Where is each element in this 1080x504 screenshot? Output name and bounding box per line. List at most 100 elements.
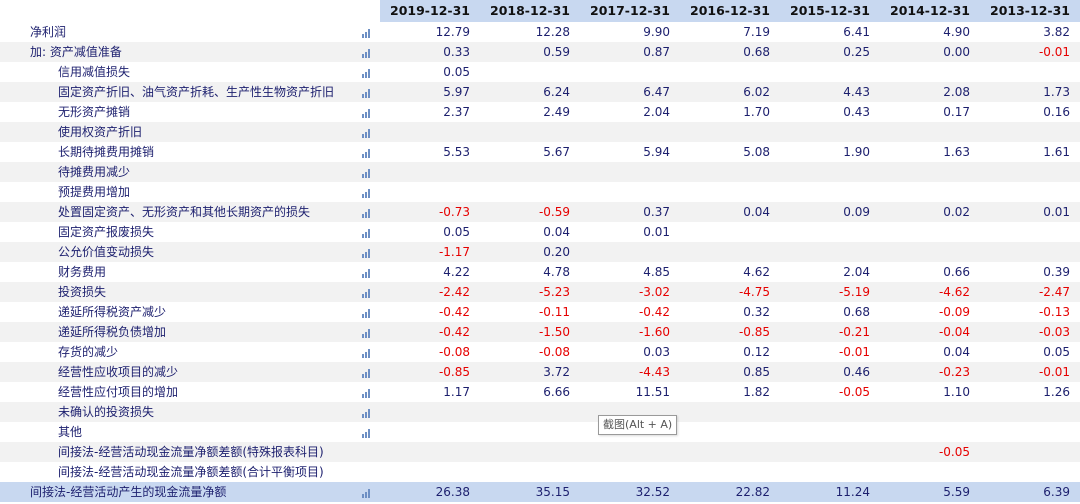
- chart-icon-cell[interactable]: [354, 342, 380, 362]
- bar-chart-icon[interactable]: [362, 68, 372, 78]
- value-cell: 0.32: [680, 302, 780, 322]
- value-cell: -0.42: [580, 302, 680, 322]
- row-label: 固定资产报废损失: [0, 222, 354, 242]
- chart-icon-cell[interactable]: [354, 282, 380, 302]
- value-cell: [980, 122, 1080, 142]
- value-cell: [680, 182, 780, 202]
- bar-chart-icon[interactable]: [362, 228, 372, 238]
- chart-icon-cell[interactable]: [354, 82, 380, 102]
- year-header[interactable]: 2018-12-31: [480, 0, 580, 22]
- chart-icon-cell[interactable]: [354, 122, 380, 142]
- year-header[interactable]: 2019-12-31: [380, 0, 480, 22]
- value-cell: [580, 182, 680, 202]
- row-label: 财务费用: [0, 262, 354, 282]
- value-cell: [580, 462, 680, 482]
- value-cell: [780, 62, 880, 82]
- value-cell: -0.08: [380, 342, 480, 362]
- value-cell: -0.04: [880, 322, 980, 342]
- chart-icon-cell: [354, 442, 380, 462]
- value-cell: 6.02: [680, 82, 780, 102]
- bar-chart-icon[interactable]: [362, 108, 372, 118]
- row-label: 长期待摊费用摊销: [0, 142, 354, 162]
- value-cell: 2.04: [780, 262, 880, 282]
- value-cell: [680, 162, 780, 182]
- year-header[interactable]: 2016-12-31: [680, 0, 780, 22]
- value-cell: [780, 122, 880, 142]
- value-cell: 2.37: [380, 102, 480, 122]
- row-label: 递延所得税资产减少: [0, 302, 354, 322]
- chart-icon-cell[interactable]: [354, 162, 380, 182]
- bar-chart-icon[interactable]: [362, 188, 372, 198]
- year-header[interactable]: 2014-12-31: [880, 0, 980, 22]
- value-cell: 0.17: [880, 102, 980, 122]
- value-cell: [980, 182, 1080, 202]
- value-cell: [380, 442, 480, 462]
- table-row: 经营性应收项目的减少 -0.85 3.72 -4.43 0.85 0.46 -0.23 -0.…: [0, 362, 1080, 382]
- chart-icon-cell[interactable]: [354, 242, 380, 262]
- bar-chart-icon[interactable]: [362, 128, 372, 138]
- value-cell: [780, 462, 880, 482]
- value-cell: 0.09: [780, 202, 880, 222]
- value-cell: -0.23: [880, 362, 980, 382]
- table-row: 递延所得税资产减少 -0.42 -0.11 -0.42 0.32 0.68 -0.09 -0.…: [0, 302, 1080, 322]
- bar-chart-icon[interactable]: [362, 408, 372, 418]
- value-cell: 1.61: [980, 142, 1080, 162]
- bar-chart-icon[interactable]: [362, 48, 372, 58]
- screenshot-tooltip: 截图(Alt + A): [598, 415, 678, 435]
- chart-icon-cell[interactable]: [354, 362, 380, 382]
- bar-chart-icon[interactable]: [362, 348, 372, 358]
- row-label: 加: 资产减值准备: [0, 42, 354, 62]
- chart-icon-cell[interactable]: [354, 422, 380, 442]
- value-cell: 0.04: [880, 342, 980, 362]
- bar-chart-icon[interactable]: [362, 248, 372, 258]
- chart-icon-cell[interactable]: [354, 222, 380, 242]
- value-cell: [880, 162, 980, 182]
- value-cell: [680, 442, 780, 462]
- row-label: 投资损失: [0, 282, 354, 302]
- value-cell: [680, 402, 780, 422]
- value-cell: 6.39: [980, 482, 1080, 502]
- value-cell: 0.46: [780, 362, 880, 382]
- value-cell: [380, 182, 480, 202]
- bar-chart-icon[interactable]: [362, 428, 372, 438]
- chart-icon-cell[interactable]: [354, 482, 380, 502]
- value-cell: 0.01: [580, 222, 680, 242]
- row-label: 信用减值损失: [0, 62, 354, 82]
- bar-chart-icon[interactable]: [362, 328, 372, 338]
- year-header[interactable]: 2015-12-31: [780, 0, 880, 22]
- chart-icon-cell[interactable]: [354, 182, 380, 202]
- year-header[interactable]: 2017-12-31: [580, 0, 680, 22]
- bar-chart-icon[interactable]: [362, 308, 372, 318]
- bar-chart-icon[interactable]: [362, 288, 372, 298]
- chart-icon-cell[interactable]: [354, 382, 380, 402]
- value-cell: [980, 442, 1080, 462]
- chart-icon-cell[interactable]: [354, 302, 380, 322]
- value-cell: -1.50: [480, 322, 580, 342]
- chart-icon-cell[interactable]: [354, 262, 380, 282]
- value-cell: 0.66: [880, 262, 980, 282]
- value-cell: [780, 242, 880, 262]
- chart-icon-cell[interactable]: [354, 102, 380, 122]
- chart-icon-cell[interactable]: [354, 62, 380, 82]
- bar-chart-icon[interactable]: [362, 28, 372, 38]
- bar-chart-icon[interactable]: [362, 368, 372, 378]
- bar-chart-icon[interactable]: [362, 488, 372, 498]
- bar-chart-icon[interactable]: [362, 148, 372, 158]
- chart-icon-cell[interactable]: [354, 202, 380, 222]
- bar-chart-icon[interactable]: [362, 88, 372, 98]
- chart-icon-cell[interactable]: [354, 322, 380, 342]
- value-cell: 32.52: [580, 482, 680, 502]
- bar-chart-icon[interactable]: [362, 388, 372, 398]
- chart-icon-cell[interactable]: [354, 142, 380, 162]
- bar-chart-icon[interactable]: [362, 268, 372, 278]
- bar-chart-icon[interactable]: [362, 168, 372, 178]
- chart-icon-cell[interactable]: [354, 42, 380, 62]
- bar-chart-icon[interactable]: [362, 208, 372, 218]
- value-cell: 0.04: [680, 202, 780, 222]
- year-header[interactable]: 2013-12-31: [980, 0, 1080, 22]
- value-cell: -0.73: [380, 202, 480, 222]
- value-cell: [880, 182, 980, 202]
- value-cell: [980, 402, 1080, 422]
- chart-icon-cell[interactable]: [354, 22, 380, 42]
- chart-icon-cell[interactable]: [354, 402, 380, 422]
